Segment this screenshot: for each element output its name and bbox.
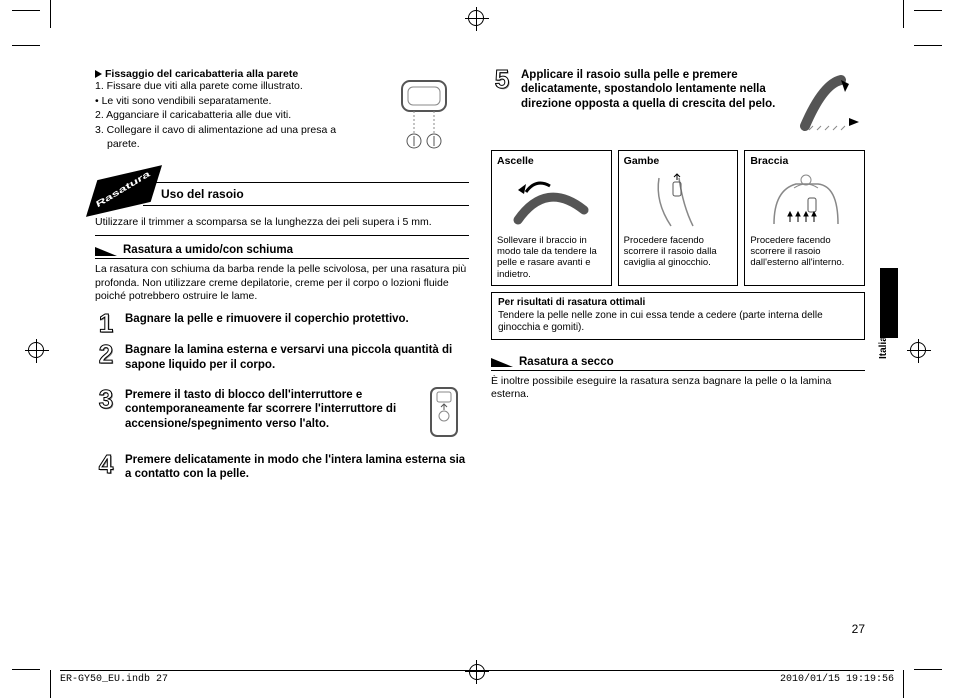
step-4: 4 Premere delicatamente in modo che l'in… [95, 453, 469, 482]
reg-mark-bottom [469, 664, 485, 680]
box-heading: Gambe [624, 155, 733, 168]
page-number: 27 [852, 622, 865, 636]
box-text: Sollevare il braccio in modo tale da ten… [497, 235, 606, 281]
right-column: 5 Applicare il rasoio sulla pelle e prem… [491, 68, 865, 490]
box-illustration [624, 170, 733, 232]
box-illustration [497, 170, 606, 232]
trimmer-note: Utilizzare il trimmer a scomparsa se la … [95, 216, 469, 229]
box-text: Procedere facendo scorrere il rasoio dal… [750, 235, 859, 269]
language-label: Italiano [878, 324, 889, 359]
reg-mark-right [910, 342, 926, 358]
section-header: Rasatura Uso del rasoio [95, 172, 469, 210]
reg-mark-top [468, 10, 484, 26]
step-number: 2 [95, 343, 117, 366]
fissaggio-item: 3. Collegare il cavo di alimentazione ad… [107, 124, 371, 151]
footer: ER-GY50_EU.indb 27 2010/01/15 19:19:56 [60, 670, 894, 685]
subhead-wet: Rasatura a umido/con schiuma [95, 244, 469, 259]
box-ascelle: Ascelle Sollevare il braccio in modo tal… [491, 150, 612, 286]
shave-direction-illustration [787, 68, 865, 146]
step-text: Bagnare la lamina esterna e versarvi una… [125, 343, 469, 372]
switch-illustration [419, 380, 469, 445]
tip-box: Per risultati di rasatura ottimali Tende… [491, 292, 865, 340]
step-number: 5 [491, 68, 513, 91]
fissaggio-list: 1. Fissare due viti alla parete come ill… [95, 80, 371, 151]
wall-mount-illustration [379, 68, 469, 158]
area-boxes: Ascelle Sollevare il braccio in modo tal… [491, 150, 865, 286]
step-2: 2 Bagnare la lamina esterna e versarvi u… [95, 343, 469, 372]
step-number: 1 [95, 312, 117, 335]
wet-body: La rasatura con schiuma da barba rende l… [95, 263, 469, 303]
section-title: Uso del rasoio [143, 182, 469, 206]
dry-body: È inoltre possibile eseguire la rasatura… [491, 375, 865, 402]
step-number: 3 [95, 388, 117, 411]
step-text: Premere il tasto di blocco dell'interrut… [125, 388, 413, 431]
box-gambe: Gambe Procedere facendo scorrere il raso… [618, 150, 739, 286]
box-heading: Braccia [750, 155, 859, 168]
fissaggio-item: • Le viti sono vendibili separatamente. [107, 95, 371, 109]
fissaggio-heading: Fissaggio del caricabatteria alla parete [95, 68, 371, 80]
step-text: Premere delicatamente in modo che l'inte… [125, 453, 469, 482]
fissaggio-item: 2. Agganciare il caricabatteria alle due… [107, 109, 371, 123]
step-text: Applicare il rasoio sulla pelle e premer… [521, 68, 779, 111]
reg-mark-left [28, 342, 44, 358]
fissaggio-item: 1. Fissare due viti alla parete come ill… [107, 80, 371, 94]
footer-right: 2010/01/15 19:19:56 [780, 674, 894, 685]
step-1: 1 Bagnare la pelle e rimuovere il coperc… [95, 312, 469, 335]
tip-heading: Per risultati di rasatura ottimali [498, 297, 858, 310]
step-3: 3 Premere il tasto di blocco dell'interr… [95, 388, 413, 431]
step-number: 4 [95, 453, 117, 476]
box-illustration [750, 170, 859, 232]
step-5: 5 Applicare il rasoio sulla pelle e prem… [491, 68, 779, 138]
box-heading: Ascelle [497, 155, 606, 168]
box-braccia: Braccia Procedere facendo scorrere il ra… [744, 150, 865, 286]
step-text: Bagnare la pelle e rimuovere il coperchi… [125, 312, 469, 326]
box-text: Procedere facendo scorrere il rasoio dal… [624, 235, 733, 269]
footer-left: ER-GY50_EU.indb 27 [60, 674, 168, 685]
left-column: Fissaggio del caricabatteria alla parete… [95, 68, 469, 490]
subhead-dry: Rasatura a secco [491, 356, 865, 371]
tip-body: Tendere la pelle nelle zone in cui essa … [498, 310, 858, 335]
